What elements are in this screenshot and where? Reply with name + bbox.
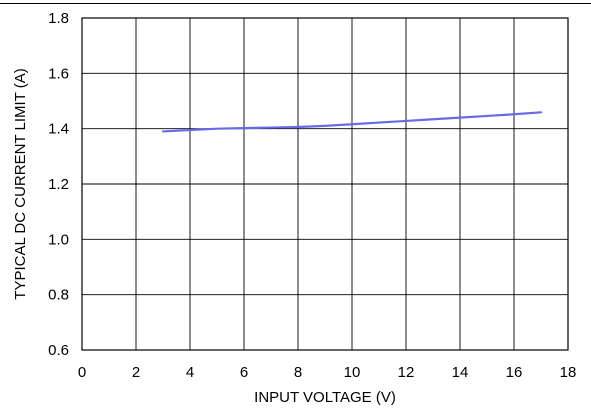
x-tick-label: 12 [398,364,415,381]
y-tick-label: 1.0 [48,231,69,248]
y-tick-label: 1.4 [48,121,69,138]
x-tick-label: 6 [240,364,248,381]
top-rule [0,3,591,4]
x-tick-label: 8 [294,364,302,381]
x-tick-label: 4 [186,364,194,381]
y-tick-label: 1.2 [48,176,69,193]
grid [82,18,568,350]
y-tick-labels: 0.6 0.8 1.0 1.2 1.4 1.6 1.8 [48,10,69,359]
x-tick-label: 16 [506,364,523,381]
y-tick-label: 1.6 [48,65,69,82]
x-tick-label: 14 [452,364,469,381]
x-tick-label: 18 [560,364,577,381]
y-axis-title: TYPICAL DC CURRENT LIMIT (A) [12,68,29,299]
plot-area-frame [81,17,569,351]
series-layer [161,111,543,133]
y-tick-label: 0.8 [48,287,69,304]
y-tick-label: 0.6 [48,342,69,359]
x-tick-label: 10 [344,364,361,381]
x-tick-labels: 0 2 4 6 8 10 12 14 16 18 [78,364,577,381]
y-tick-label: 1.8 [48,10,69,27]
x-axis-title: INPUT VOLTAGE (V) [254,389,396,406]
x-tick-label: 0 [78,364,86,381]
x-tick-label: 2 [132,364,140,381]
series-line [161,111,543,133]
